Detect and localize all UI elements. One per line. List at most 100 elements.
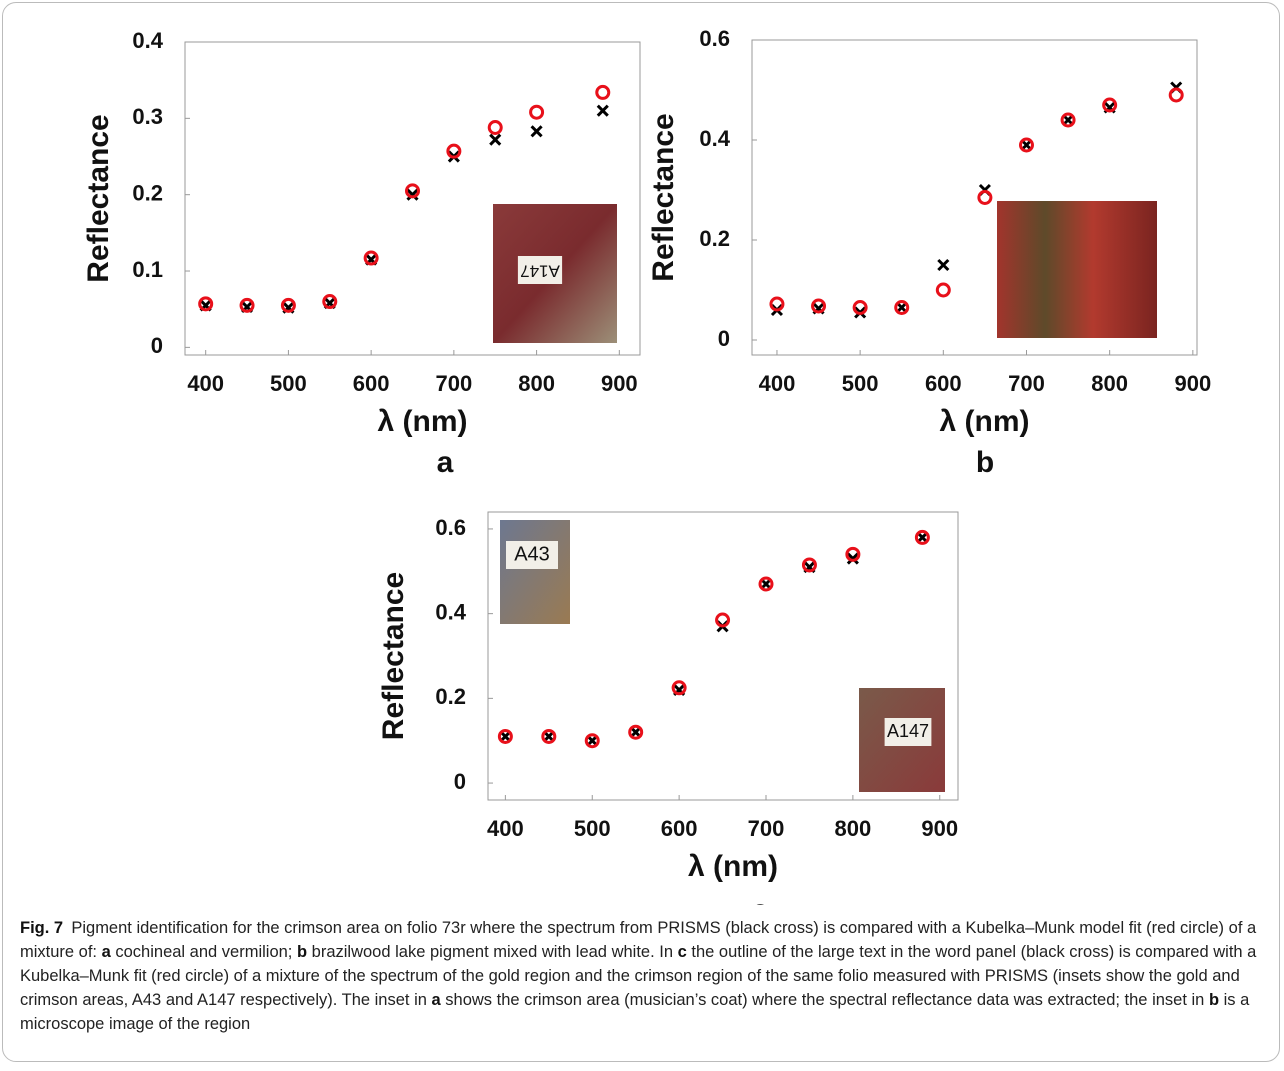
y-axis-label: Reflectance [82,114,115,282]
panel-label: b [976,446,994,479]
circle-marker [852,300,868,315]
circle-marker [595,84,611,100]
circle-marker [487,120,503,136]
caption-text: b [1208,991,1220,1009]
cross-marker [406,188,419,201]
figure-caption: Fig. 7 Pigment identification for the cr… [20,916,1270,1036]
inset-image [500,520,570,624]
cross-marker [846,552,859,565]
circle-marker [801,557,817,573]
caption-text: the outline of the large text in the wor… [20,943,1257,1009]
inset-label: A147 [520,262,560,281]
y-tick-label: 0.4 [132,28,163,53]
x-tick-label: 500 [574,816,611,841]
circle-marker [239,297,255,313]
plot-area [487,511,959,801]
circle-marker [811,298,827,314]
x-axis-label: λ (nm) [940,405,1030,438]
circle-marker [198,296,214,312]
caption-text: shows the crimson area (musician’s coat)… [440,991,1209,1009]
circle-marker [446,143,462,159]
circle-marker [935,282,951,298]
caption-label: Fig. 7 [20,919,64,937]
circle-marker [541,728,557,744]
y-tick-label: 0.1 [132,257,163,282]
caption-text: Pigment identification for the crimson a… [20,919,1257,961]
circle-marker [1168,87,1184,103]
plot-area [751,39,1198,356]
circle-marker [1018,137,1034,153]
caption-text: a [431,991,441,1009]
inset-tag-box [884,718,932,746]
inset-tag: A147 [884,718,932,746]
x-tick-label: 600 [661,816,698,841]
cross-marker [530,125,543,138]
x-tick-label: 700 [436,371,473,396]
inset-label: A43 [514,543,550,565]
inset-tag: A43 [506,541,558,569]
figure: 0 0.1 0.2 0.3 0.4 400 500 600 700 800 900 λ (nm) Ref… [82,26,1211,905]
circle-marker [497,728,513,744]
caption-text: a [101,943,111,961]
x-tick-label: 600 [925,371,962,396]
caption-text: b [296,943,308,961]
y-tick-label: 0.6 [699,26,730,51]
y-tick-label: 0 [454,769,466,794]
circle-marker [280,297,296,313]
y-axis-label: Reflectance [377,572,410,740]
panel-label: c [752,894,769,905]
x-tick-label: 900 [1174,371,1211,396]
x-tick-label: 400 [187,371,224,396]
circle-marker [758,576,774,592]
circle-marker [845,546,861,562]
circle-marker [769,296,785,312]
y-tick-label: 0.4 [699,126,730,151]
x-tick-label: 800 [835,816,872,841]
y-tick-label: 0.6 [435,515,466,540]
plot-area [184,41,641,356]
caption-text: is a microscope image of the region [20,991,1250,1033]
y-tick-label: 0 [151,333,163,358]
circle-marker [322,294,338,310]
x-tick-label: 500 [842,371,879,396]
circle-marker [894,300,910,315]
inset-label: A147 [887,721,929,741]
circle-marker [715,612,731,628]
inset-tag-box [506,541,558,569]
circle-marker [1060,112,1076,128]
x-tick-label: 600 [353,371,390,396]
circle-marker [1102,97,1118,113]
y-tick-label: 0.2 [699,226,730,251]
y-tick-label: 0.2 [435,684,466,709]
circle-marker [529,104,545,120]
panel-label: a [437,446,454,479]
x-tick-label: 400 [759,371,796,396]
y-tick-label: 0.4 [435,599,466,624]
x-tick-label: 800 [518,371,555,396]
y-tick-label: 0 [718,326,730,351]
x-tick-label: 700 [748,816,785,841]
circle-marker [977,190,993,205]
inset-image [997,201,1157,338]
x-tick-label: 900 [601,371,638,396]
x-tick-label: 500 [270,371,307,396]
circle-marker [405,183,420,199]
cross-marker [489,133,502,146]
x-axis-label: λ (nm) [378,405,468,438]
caption-text: brazilwood lake pigment mixed with lead … [307,943,678,961]
y-tick-label: 0.2 [132,180,163,205]
circle-marker [584,733,600,749]
cross-marker [937,258,950,272]
caption-text: cochineal and vermilion; [110,943,297,961]
caption-text: c [677,943,687,961]
x-tick-label: 900 [921,816,958,841]
circle-marker [628,724,644,740]
x-tick-label: 400 [487,816,524,841]
x-tick-label: 800 [1091,371,1128,396]
y-tick-label: 0.3 [132,104,163,129]
x-tick-label: 700 [1008,371,1045,396]
inset-tag-box [517,256,563,284]
circle-marker [914,529,930,545]
x-axis-label: λ (nm) [688,850,778,883]
